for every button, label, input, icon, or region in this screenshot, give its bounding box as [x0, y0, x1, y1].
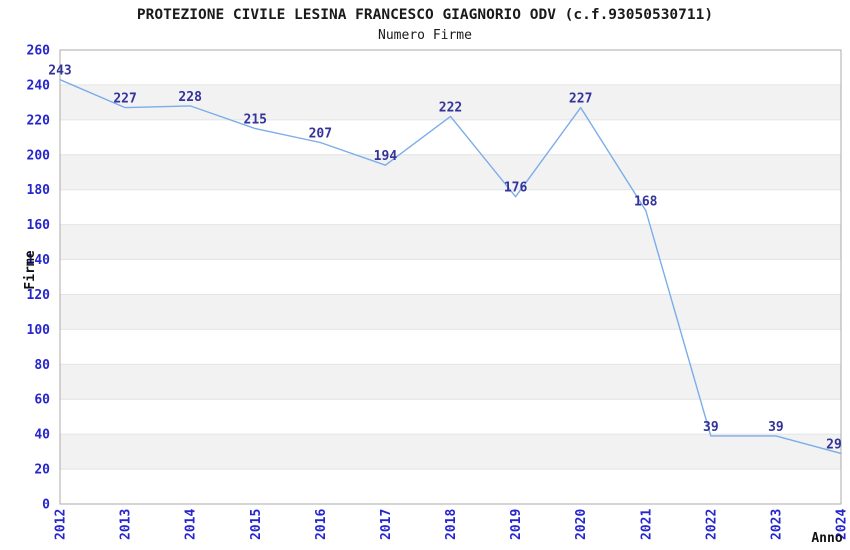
x-tick-label: 2020 [574, 509, 589, 540]
plot-band [60, 294, 841, 330]
x-tick-label: 2021 [639, 509, 654, 540]
y-tick-label: 20 [34, 463, 50, 478]
plot-band [60, 84, 841, 120]
data-label: 215 [244, 113, 267, 128]
plot-band [60, 364, 841, 400]
x-tick-label: 2016 [314, 509, 329, 540]
y-tick-label: 260 [27, 44, 51, 59]
chart-subtitle: Numero Firme [378, 28, 472, 43]
series-line [59, 78, 842, 455]
data-label: 243 [48, 64, 71, 79]
y-tick-label: 100 [27, 323, 51, 338]
x-tick-label: 2024 [835, 509, 850, 540]
plot-band [60, 154, 841, 190]
y-tick-label: 0 [42, 498, 50, 513]
chart-title: PROTEZIONE CIVILE LESINA FRANCESCO GIAGN… [136, 7, 714, 23]
x-tick-label: 2018 [444, 509, 459, 540]
x-tick-label: 2014 [184, 509, 199, 540]
data-label: 207 [309, 127, 332, 142]
x-tick-label: 2013 [119, 509, 134, 540]
plot-border [59, 49, 842, 505]
x-tick-label: 2015 [249, 509, 264, 540]
y-tick-label: 220 [27, 113, 51, 128]
data-label: 176 [504, 181, 528, 196]
y-axis-title: Firme [23, 250, 38, 289]
x-tick-label: 2019 [509, 509, 524, 540]
data-label: 29 [826, 437, 842, 452]
y-tick-label: 200 [27, 148, 51, 163]
data-label: 227 [113, 92, 136, 107]
y-tick-label: 160 [27, 218, 51, 233]
data-label: 222 [439, 100, 462, 115]
x-tick-label: 2017 [379, 509, 394, 540]
y-tick-label: 140 [27, 253, 51, 268]
data-label: 39 [768, 420, 784, 435]
y-tick-label: 80 [34, 358, 50, 373]
y-tick-label: 60 [34, 393, 50, 408]
data-label: 39 [703, 420, 719, 435]
x-tick-label: 2023 [769, 509, 784, 540]
data-label: 194 [374, 149, 398, 164]
x-tick-label: 2012 [54, 509, 69, 540]
x-axis-title: Anno [811, 531, 842, 546]
data-label: 168 [634, 195, 658, 210]
data-label: 228 [178, 90, 202, 105]
plot-band [60, 434, 841, 470]
data-label: 227 [569, 92, 592, 107]
y-tick-label: 120 [27, 288, 51, 303]
y-tick-label: 180 [27, 183, 51, 198]
plot-band [60, 224, 841, 260]
y-tick-label: 40 [34, 428, 50, 443]
y-tick-label: 240 [27, 78, 51, 93]
x-tick-label: 2022 [704, 509, 719, 540]
